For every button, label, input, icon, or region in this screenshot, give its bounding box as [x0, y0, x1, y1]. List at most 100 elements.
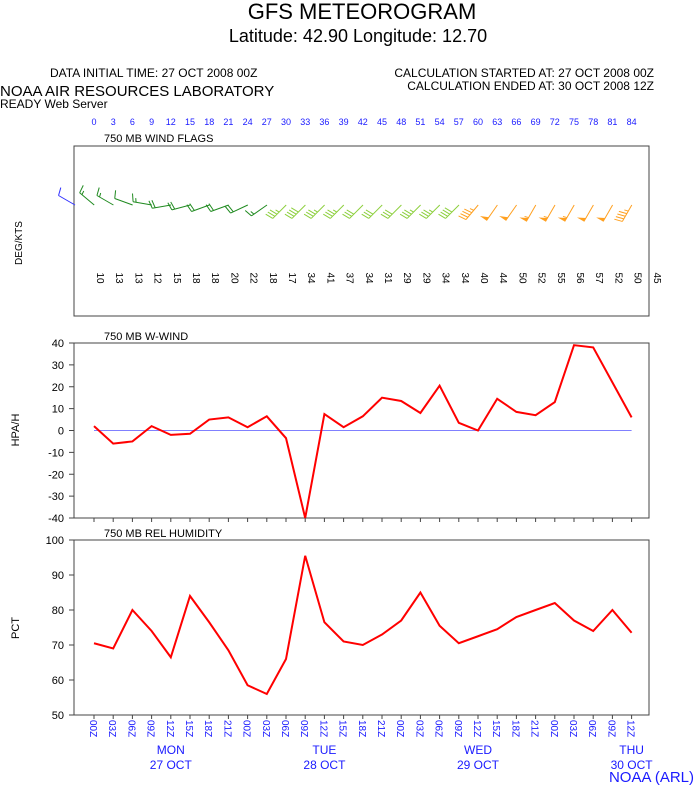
wind-flag-barb-full — [148, 200, 153, 209]
wind-flag-staff — [330, 204, 345, 219]
wind-speed-label: 17 — [286, 272, 297, 284]
wind-flag-staff — [152, 204, 172, 209]
wind-flag-barb-full — [205, 204, 212, 212]
wind-flag-barb-full — [444, 207, 453, 213]
wind-flag-barb-full — [346, 209, 355, 215]
y-tick-label: 60 — [52, 675, 64, 687]
day-label: MON — [157, 743, 185, 757]
forecast-hour-label: 36 — [319, 117, 329, 127]
wind-flag-staff — [445, 204, 460, 219]
hour-label: 03Z — [106, 720, 117, 737]
wind-flag-barb — [399, 204, 421, 219]
server-name: READY Web Server — [0, 97, 108, 111]
y-tick-label: -40 — [48, 513, 64, 525]
forecast-hour-label: 57 — [454, 117, 464, 127]
wind-flag-barb-full — [464, 208, 472, 214]
wind-flag-staff — [426, 204, 441, 219]
wind-flag-barb — [284, 204, 306, 219]
hour-label: 09Z — [298, 720, 309, 737]
wind-flag-barb-full — [404, 209, 412, 215]
wind-flag-barb — [380, 204, 402, 219]
day-label: THU — [619, 743, 644, 757]
wind-flag-barb — [342, 204, 364, 219]
forecast-hour-label: 15 — [185, 117, 195, 127]
wind-flag-barb — [438, 204, 460, 219]
forecast-hour-label: 24 — [243, 117, 253, 127]
forecast-hour-label: 9 — [149, 117, 154, 127]
wind-speed-label: 29 — [401, 272, 412, 284]
date-label: 27 OCT — [150, 758, 193, 772]
wind-flag-barb-full — [423, 209, 431, 215]
y-tick-label: 100 — [46, 535, 64, 547]
wind-flag-barb-full — [327, 209, 335, 215]
hour-label: 00Z — [394, 720, 405, 737]
wind-flag-barb-half — [313, 209, 318, 213]
data-initial-time: DATA INITIAL TIME: 27 OCT 2008 00Z — [50, 66, 257, 80]
wind-flag-barb — [58, 187, 76, 206]
hour-label: 18Z — [202, 720, 213, 737]
wind-flag-barb-full — [132, 193, 134, 202]
forecast-hour-label: 0 — [91, 117, 96, 127]
hour-label: 12Z — [471, 720, 482, 737]
wind-speed-label: 50 — [516, 272, 527, 284]
wind-flag-barb — [148, 200, 172, 209]
wind-speed-label: 34 — [305, 272, 316, 284]
time-axis: 00Z 03Z 06Z 09Z 12Z 15Z 18Z 21Z 00Z 03Z 06Z 09Z 12Z 1… — [87, 720, 653, 772]
wind-flag-barb — [96, 187, 114, 206]
forecast-hour-label: 6 — [130, 117, 135, 127]
wind-flag-barb-full — [267, 211, 276, 217]
y-tick-label: 80 — [52, 605, 64, 617]
hour-label: 00Z — [548, 720, 559, 737]
wind-flags-group — [58, 185, 633, 222]
y-tick-label: -20 — [48, 469, 64, 481]
wind-speed-label: 10 — [94, 272, 105, 284]
wind-flag-staff — [133, 201, 152, 206]
wind-flag-barb-full — [303, 213, 312, 219]
chart-title: GFS METEOROGRAM — [248, 0, 477, 24]
wind-speed-label: 45 — [651, 272, 662, 284]
wind-flags-ylabel: DEG/KTS — [14, 221, 25, 265]
wind-speed-label: 13 — [113, 272, 124, 284]
wind-flag-barb — [499, 204, 518, 221]
wind-flag-pennant — [576, 217, 586, 222]
wind-flag-barb-full — [284, 213, 293, 219]
wind-flag-barb — [458, 204, 479, 221]
wind-speed-labels: 10 13 13 12 15 18 18 20 22 18 17 34 41 37 34 31 29 29 34 34… — [94, 272, 662, 284]
wind-flag-barb — [419, 204, 441, 219]
wind-flag-barb-full — [286, 211, 295, 217]
wind-speed-label: 55 — [555, 272, 566, 284]
wind-flag-barb — [538, 204, 556, 222]
day-label: TUE — [312, 743, 336, 757]
lab-name: NOAA AIR RESOURCES LABORATORY — [0, 83, 274, 100]
hour-label: 12Z — [317, 720, 328, 737]
wind-speed-label: 20 — [228, 272, 239, 284]
wind-flag-barb-full — [265, 213, 274, 219]
wind-flag-barb-full — [384, 209, 393, 215]
wind-flag-staff — [210, 204, 229, 212]
hour-label: 00Z — [241, 720, 252, 737]
wind-flag-barb-half — [469, 208, 474, 211]
hour-label: 09Z — [145, 720, 156, 737]
location-subtitle: Latitude: 42.90 Longitude: 12.70 — [229, 26, 487, 46]
rel-humidity-plot: 100 90 80 70 60 50 — [46, 535, 633, 722]
forecast-hour-label: 84 — [627, 117, 637, 127]
wind-flag-barb — [132, 193, 152, 206]
w-wind-title: 750 MB W-WIND — [104, 331, 188, 343]
forecast-hour-label: 69 — [531, 117, 541, 127]
hour-label: 21Z — [221, 720, 232, 737]
wind-flag-barb — [167, 201, 191, 211]
wind-flag-barb-full — [615, 216, 624, 220]
wind-flag-barb-full — [269, 209, 278, 215]
wind-flag-barb-full — [361, 213, 370, 219]
wind-flag-barb-full — [291, 207, 299, 213]
wind-flag-barb — [114, 190, 133, 206]
wind-speed-label: 57 — [593, 272, 604, 284]
wind-speed-label: 31 — [382, 272, 393, 284]
wind-speed-label: 56 — [574, 272, 585, 284]
wind-flag-barb-full — [460, 213, 469, 218]
wind-flag-barb-full — [401, 211, 410, 217]
hour-label: 06Z — [125, 720, 136, 737]
wind-flag-barb-full — [323, 213, 331, 219]
wind-flags-panel — [73, 145, 650, 317]
wind-flag-barb — [303, 204, 325, 219]
